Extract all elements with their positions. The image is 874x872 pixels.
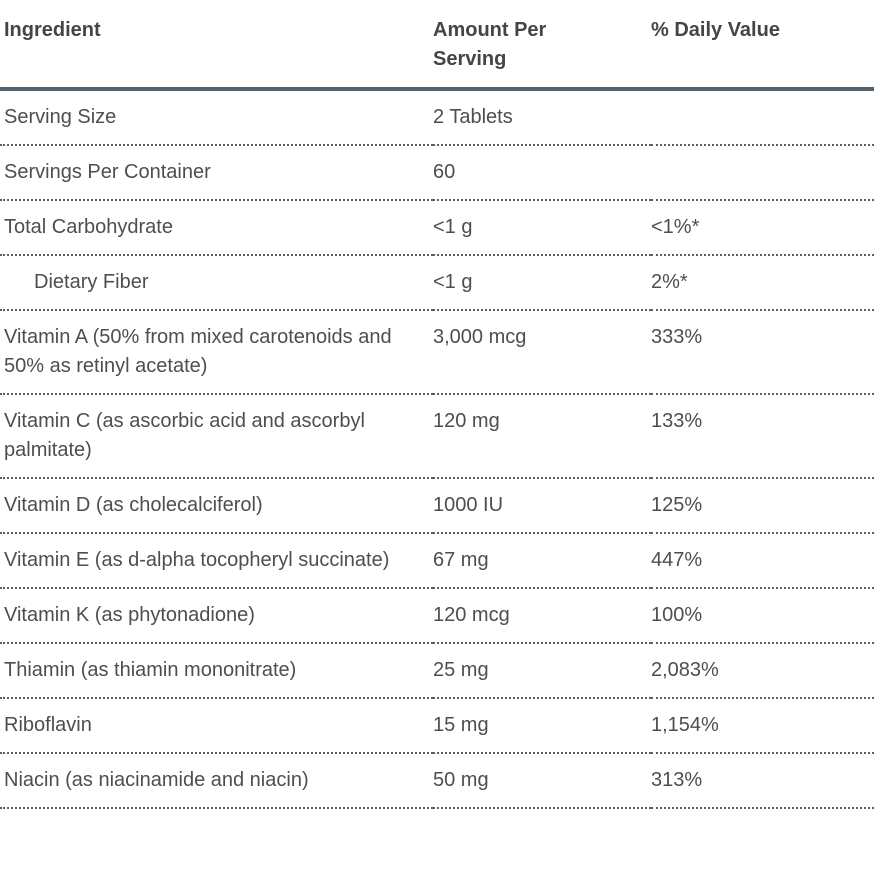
daily-value-cell bbox=[651, 145, 874, 201]
table-row: Vitamin E (as d-alpha tocopheryl succina… bbox=[0, 533, 874, 589]
daily-value-cell: <1%* bbox=[651, 200, 874, 256]
daily-value-cell: 125% bbox=[651, 478, 874, 534]
amount-cell: 120 mg bbox=[433, 394, 651, 479]
table-body: Serving Size 2 Tablets Servings Per Cont… bbox=[0, 89, 874, 809]
amount-cell: 1000 IU bbox=[433, 478, 651, 534]
daily-value-cell: 333% bbox=[651, 310, 874, 395]
table-row: Vitamin D (as cholecalciferol) 1000 IU 1… bbox=[0, 478, 874, 534]
table-row: Vitamin C (as ascorbic acid and ascorbyl… bbox=[0, 394, 874, 479]
table-row: Servings Per Container 60 bbox=[0, 145, 874, 201]
ingredient-cell: Niacin (as niacinamide and niacin) bbox=[0, 753, 433, 809]
daily-value-cell: 1,154% bbox=[651, 698, 874, 754]
table-row: Riboflavin 15 mg 1,154% bbox=[0, 698, 874, 754]
ingredient-cell: Vitamin C (as ascorbic acid and ascorbyl… bbox=[0, 394, 433, 479]
amount-cell: 3,000 mcg bbox=[433, 310, 651, 395]
amount-cell: 60 bbox=[433, 145, 651, 201]
ingredient-cell: Serving Size bbox=[0, 89, 433, 146]
column-header-daily-value: % Daily Value bbox=[651, 0, 874, 91]
amount-cell: <1 g bbox=[433, 255, 651, 311]
table-row: Serving Size 2 Tablets bbox=[0, 89, 874, 146]
ingredient-cell: Vitamin K (as phytonadione) bbox=[0, 588, 433, 644]
ingredient-cell: Vitamin A (50% from mixed carotenoids an… bbox=[0, 310, 433, 395]
ingredient-cell: Vitamin D (as cholecalciferol) bbox=[0, 478, 433, 534]
supplement-facts-table: Ingredient Amount Per Serving % Daily Va… bbox=[0, 0, 874, 809]
column-header-ingredient: Ingredient bbox=[0, 0, 433, 91]
amount-cell: 2 Tablets bbox=[433, 89, 651, 146]
amount-cell: 120 mcg bbox=[433, 588, 651, 644]
ingredient-cell: Riboflavin bbox=[0, 698, 433, 754]
ingredient-cell: Thiamin (as thiamin mononitrate) bbox=[0, 643, 433, 699]
daily-value-cell: 2%* bbox=[651, 255, 874, 311]
table-row: Vitamin A (50% from mixed carotenoids an… bbox=[0, 310, 874, 395]
table-row: Thiamin (as thiamin mononitrate) 25 mg 2… bbox=[0, 643, 874, 699]
daily-value-cell: 313% bbox=[651, 753, 874, 809]
ingredient-cell: Servings Per Container bbox=[0, 145, 433, 201]
ingredient-cell: Total Carbohydrate bbox=[0, 200, 433, 256]
daily-value-cell bbox=[651, 89, 874, 146]
amount-cell: 67 mg bbox=[433, 533, 651, 589]
table-row: Niacin (as niacinamide and niacin) 50 mg… bbox=[0, 753, 874, 809]
daily-value-cell: 133% bbox=[651, 394, 874, 479]
column-header-daily-value-label: % Daily Value bbox=[651, 19, 780, 41]
column-header-ingredient-label: Ingredient bbox=[4, 19, 101, 41]
ingredient-cell: Dietary Fiber bbox=[0, 255, 433, 311]
table-row: Total Carbohydrate <1 g <1%* bbox=[0, 200, 874, 256]
table-row: Dietary Fiber <1 g 2%* bbox=[0, 255, 874, 311]
header-row: Ingredient Amount Per Serving % Daily Va… bbox=[0, 0, 874, 91]
supplement-facts-section: Ingredient Amount Per Serving % Daily Va… bbox=[0, 0, 874, 809]
daily-value-cell: 447% bbox=[651, 533, 874, 589]
amount-cell: 15 mg bbox=[433, 698, 651, 754]
daily-value-cell: 2,083% bbox=[651, 643, 874, 699]
ingredient-cell: Vitamin E (as d-alpha tocopheryl succina… bbox=[0, 533, 433, 589]
column-header-amount-label: Amount Per Serving bbox=[433, 19, 547, 70]
table-row: Vitamin K (as phytonadione) 120 mcg 100% bbox=[0, 588, 874, 644]
table-header: Ingredient Amount Per Serving % Daily Va… bbox=[0, 0, 874, 91]
amount-cell: <1 g bbox=[433, 200, 651, 256]
column-header-amount: Amount Per Serving bbox=[433, 0, 651, 91]
amount-cell: 25 mg bbox=[433, 643, 651, 699]
amount-cell: 50 mg bbox=[433, 753, 651, 809]
daily-value-cell: 100% bbox=[651, 588, 874, 644]
